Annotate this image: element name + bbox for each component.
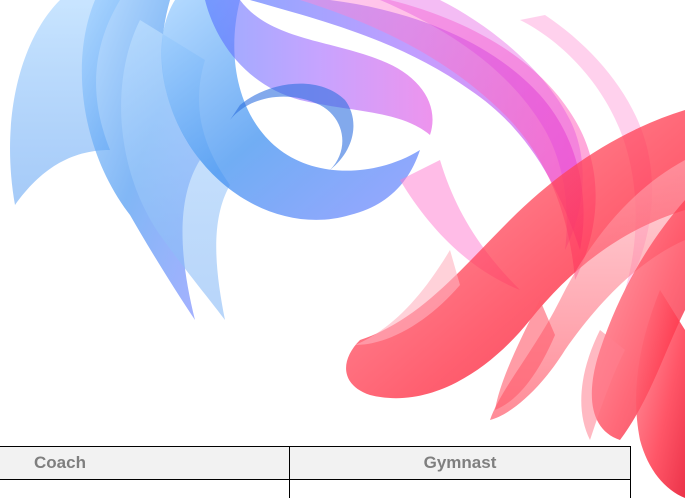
- table-header-row: Coach Gymnast: [0, 446, 631, 480]
- table-row: [0, 479, 631, 498]
- coach-cell[interactable]: [0, 479, 290, 498]
- column-header-coach: Coach: [0, 446, 290, 480]
- column-header-gymnast: Gymnast: [289, 446, 631, 480]
- gymnast-cell[interactable]: [289, 479, 631, 498]
- signature-table: Coach Gymnast: [0, 446, 631, 498]
